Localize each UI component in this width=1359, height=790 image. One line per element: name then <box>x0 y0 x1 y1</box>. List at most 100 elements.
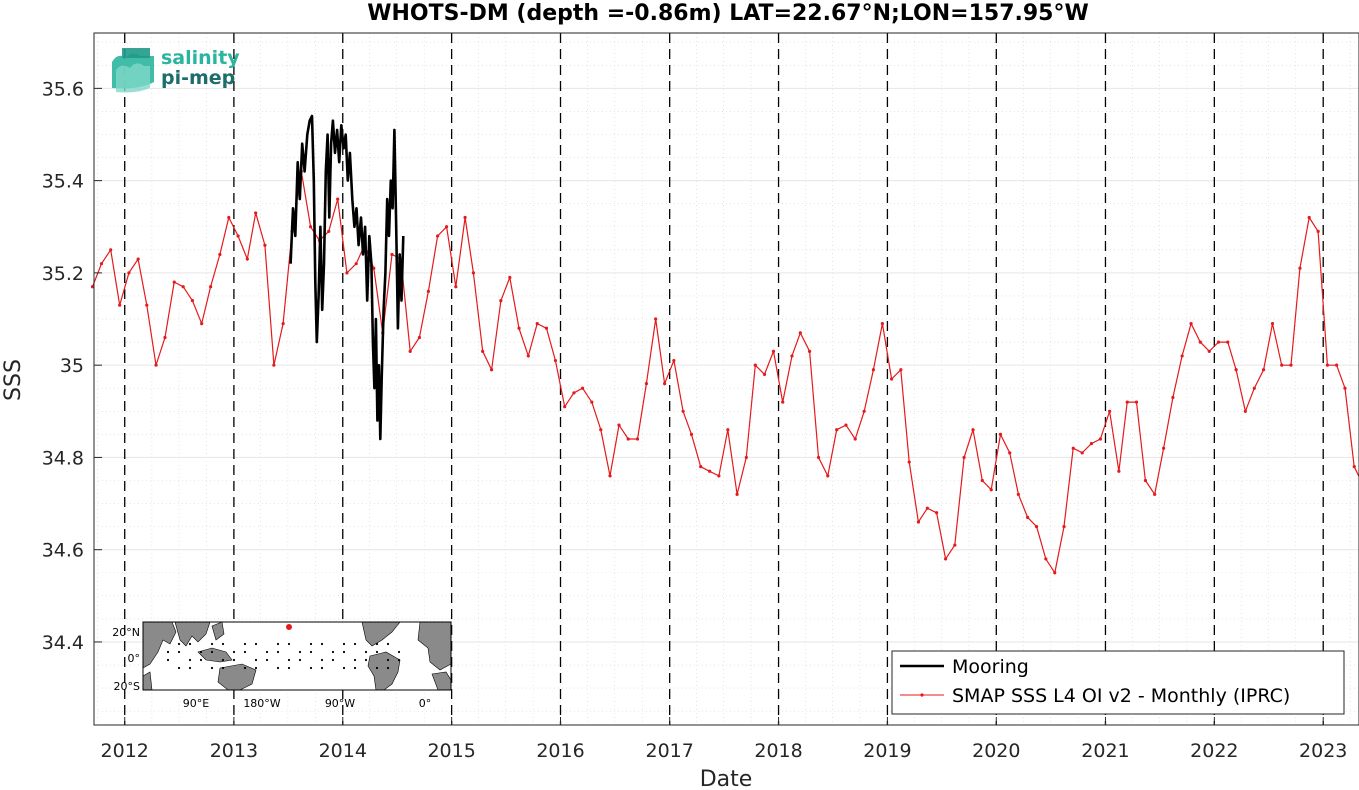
smap-point <box>753 363 757 367</box>
x-tick-label-2019: 2019 <box>863 740 911 762</box>
smap-point <box>916 520 921 524</box>
inset-dot <box>276 650 280 654</box>
smap-point <box>599 428 603 432</box>
legend-marker-smap <box>920 693 924 697</box>
x-tick-label-2015: 2015 <box>427 740 475 762</box>
smap-point <box>563 405 567 409</box>
smap-point <box>1270 322 1275 326</box>
smap-point <box>181 285 185 289</box>
x-tick-label-2016: 2016 <box>536 740 584 762</box>
smap-point <box>717 474 721 478</box>
smap-point <box>862 409 866 413</box>
smap-point <box>1216 340 1221 344</box>
smap-point <box>1198 340 1202 344</box>
smap-point <box>145 303 149 307</box>
smap-point <box>580 386 585 390</box>
smap-point <box>154 363 158 367</box>
smap-point <box>90 285 95 289</box>
smap-point <box>844 423 848 427</box>
smap-point <box>209 285 213 289</box>
smap-point <box>1026 515 1030 520</box>
inset-dot <box>265 650 269 654</box>
inset-dot <box>243 650 247 654</box>
smap-point <box>635 437 640 441</box>
logo-line2: pi-mep <box>161 67 235 89</box>
smap-point <box>1252 386 1256 390</box>
smap-point <box>454 285 458 289</box>
inset-dot <box>210 642 214 646</box>
x-tick-label-2020: 2020 <box>972 740 1020 762</box>
smap-point <box>1034 525 1039 529</box>
smap-point <box>971 428 975 432</box>
y-tick-label: 34.6 <box>42 540 84 562</box>
inset-dot <box>254 666 258 670</box>
inset-dot <box>276 666 280 670</box>
smap-point <box>663 382 667 386</box>
inset-dot <box>287 658 291 662</box>
legend-box <box>891 650 1345 715</box>
inset-dot <box>188 642 192 646</box>
inset-dot <box>320 642 324 646</box>
smap-point <box>1089 441 1094 446</box>
inset-dot <box>298 650 302 654</box>
inset-dot <box>265 658 269 662</box>
smap-point <box>281 322 285 326</box>
smap-point <box>236 234 240 238</box>
smap-point <box>1044 557 1048 561</box>
inset-dot <box>221 658 225 662</box>
smap-point <box>989 488 993 492</box>
smap-point <box>899 368 903 372</box>
smap-point <box>471 271 476 275</box>
smap-point <box>980 478 984 483</box>
smap-point <box>426 289 430 293</box>
smap-point <box>553 358 558 363</box>
smap-point <box>1289 363 1293 367</box>
smap-point <box>1307 215 1311 220</box>
inset-y-tick-label: 0° <box>128 652 141 665</box>
smap-point <box>771 349 776 353</box>
smap-point <box>254 211 258 215</box>
smap-point <box>218 252 222 257</box>
inset-dot <box>386 666 390 670</box>
smap-point <box>943 557 948 561</box>
smap-point <box>508 275 512 280</box>
inset-x-tick-label: 180°W <box>243 697 280 710</box>
inset-dot <box>342 650 346 654</box>
smap-point <box>1280 363 1284 367</box>
inset-y-tick-label: 20°S <box>114 680 140 693</box>
smap-point <box>1162 446 1166 450</box>
inset-x-tick-label: 0° <box>419 697 432 710</box>
inset-dot <box>287 666 291 670</box>
smap-point <box>744 455 748 460</box>
smap-point <box>935 511 939 515</box>
smap-point <box>1189 322 1193 326</box>
smap-point <box>654 317 658 321</box>
inset-dot <box>166 658 170 662</box>
smap-point <box>1261 368 1266 372</box>
smap-point <box>136 257 140 261</box>
x-tick-label-2023: 2023 <box>1299 740 1347 762</box>
inset-dot <box>177 642 181 646</box>
smap-point <box>1108 409 1112 413</box>
axes-box <box>93 32 1359 726</box>
smap-point <box>1062 525 1066 529</box>
smap-point <box>99 262 104 266</box>
smap-point <box>1153 492 1157 496</box>
inset-dot <box>199 650 203 654</box>
smap-point <box>372 266 376 270</box>
smap-point <box>853 437 857 441</box>
inset-dot <box>243 642 247 646</box>
smap-point <box>1016 492 1020 496</box>
inset-dot <box>342 642 346 646</box>
smap-point <box>544 326 549 330</box>
smap-point <box>408 349 412 353</box>
inset-dot <box>386 642 390 646</box>
smap-point <box>417 335 422 340</box>
y-tick-label: 35 <box>60 355 84 377</box>
inset-dot <box>397 658 401 662</box>
smap-point <box>1143 478 1148 483</box>
smap-point <box>953 543 957 547</box>
smap-point <box>1080 451 1084 455</box>
smap-point <box>1008 451 1012 455</box>
